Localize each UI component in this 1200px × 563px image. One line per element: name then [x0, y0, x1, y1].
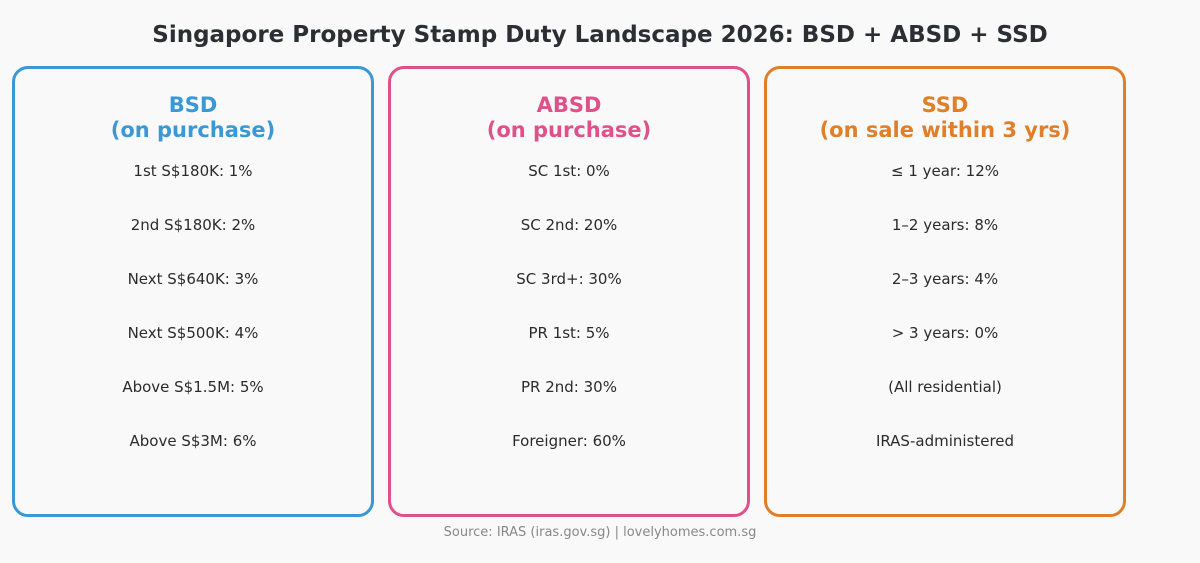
rate-item: SC 3rd+: 30% [516, 270, 622, 288]
rate-item: (All residential) [888, 378, 1002, 396]
rate-item: 1–2 years: 8% [891, 216, 999, 234]
ssd-card: SSD (on sale within 3 yrs) ≤ 1 year: 12% 1… [764, 66, 1126, 517]
rate-item: Next S$640K: 3% [127, 270, 259, 288]
rate-item: PR 1st: 5% [528, 324, 610, 342]
rate-item: Above S$3M: 6% [129, 432, 257, 450]
card-heading: ABSD (on purchase) [486, 93, 652, 142]
rate-item: PR 2nd: 30% [521, 378, 617, 396]
card-heading: SSD (on sale within 3 yrs) [819, 93, 1071, 142]
rate-item: ≤ 1 year: 12% [890, 162, 999, 180]
page-title: Singapore Property Stamp Duty Landscape … [152, 22, 1048, 48]
rate-item: SC 1st: 0% [528, 162, 610, 180]
rate-item: Foreigner: 60% [512, 432, 626, 450]
rate-item: 2nd S$180K: 2% [130, 216, 256, 234]
bsd-card: BSD (on purchase) 1st S$180K: 1% 2nd S$180… [12, 66, 374, 517]
rate-item: Above S$1.5M: 5% [122, 378, 264, 396]
card-heading: BSD (on purchase) [110, 93, 276, 142]
source-note: Source: IRAS (iras.gov.sg) | lovelyhomes… [443, 525, 757, 540]
rate-item: 1st S$180K: 1% [133, 162, 253, 180]
absd-card: ABSD (on purchase) SC 1st: 0% SC 2nd: 20% S… [388, 66, 750, 517]
rate-item: > 3 years: 0% [891, 324, 999, 342]
rate-item: IRAS-administered [875, 432, 1015, 450]
rate-item: SC 2nd: 20% [520, 216, 618, 234]
rate-item: 2–3 years: 4% [891, 270, 999, 288]
rate-item: Next S$500K: 4% [127, 324, 259, 342]
